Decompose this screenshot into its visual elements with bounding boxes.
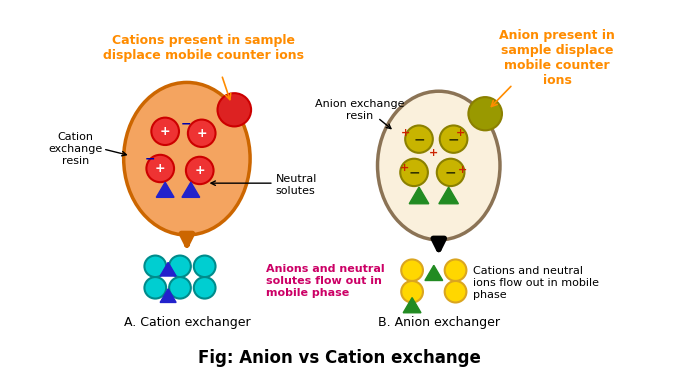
Circle shape <box>445 259 466 281</box>
Text: −: − <box>145 152 155 165</box>
Circle shape <box>405 125 433 153</box>
Polygon shape <box>182 182 200 197</box>
Text: Neutral
solutes: Neutral solutes <box>276 174 317 196</box>
Text: Cation
exchange
resin: Cation exchange resin <box>48 132 102 165</box>
Circle shape <box>218 93 251 126</box>
Polygon shape <box>403 298 421 313</box>
Circle shape <box>194 277 216 299</box>
Circle shape <box>151 118 179 145</box>
Polygon shape <box>425 265 443 280</box>
Text: Anions and neutral
solutes flow out in
mobile phase: Anions and neutral solutes flow out in m… <box>266 264 384 298</box>
Text: +: + <box>458 165 467 175</box>
Circle shape <box>437 159 464 186</box>
Circle shape <box>401 281 423 303</box>
Circle shape <box>144 256 166 277</box>
Text: +: + <box>155 162 165 175</box>
Circle shape <box>144 277 166 299</box>
Ellipse shape <box>123 82 250 235</box>
Text: −: − <box>445 165 456 179</box>
Circle shape <box>146 155 174 182</box>
Text: −: − <box>408 165 420 179</box>
Text: Cations and neutral
ions flow out in mobile
phase: Cations and neutral ions flow out in mob… <box>473 266 599 299</box>
Circle shape <box>400 159 428 186</box>
Text: −: − <box>413 132 425 146</box>
Circle shape <box>445 281 466 303</box>
Text: −: − <box>180 118 191 131</box>
Circle shape <box>169 277 191 299</box>
Text: Cations present in sample
displace mobile counter ions: Cations present in sample displace mobil… <box>103 34 304 62</box>
Text: Anion exchange
resin: Anion exchange resin <box>315 99 405 121</box>
Text: +: + <box>160 125 170 138</box>
Text: −: − <box>447 132 460 146</box>
Polygon shape <box>156 182 174 197</box>
Circle shape <box>188 120 216 147</box>
Polygon shape <box>160 289 176 303</box>
Polygon shape <box>439 187 458 204</box>
Text: +: + <box>195 164 205 177</box>
Ellipse shape <box>378 91 500 240</box>
Polygon shape <box>410 187 428 204</box>
Text: +: + <box>429 148 439 158</box>
Text: B. Anion exchanger: B. Anion exchanger <box>378 315 500 328</box>
Text: A. Cation exchanger: A. Cation exchanger <box>123 315 250 328</box>
Circle shape <box>468 97 502 130</box>
Text: +: + <box>456 128 465 138</box>
Circle shape <box>401 259 423 281</box>
Circle shape <box>186 157 214 184</box>
Circle shape <box>194 256 216 277</box>
Text: +: + <box>197 127 207 140</box>
Circle shape <box>169 256 191 277</box>
Circle shape <box>440 125 467 153</box>
Text: Fig: Anion vs Cation exchange: Fig: Anion vs Cation exchange <box>197 349 481 367</box>
Polygon shape <box>160 263 176 276</box>
Text: +: + <box>401 128 410 138</box>
Text: Anion present in
sample displace
mobile counter
ions: Anion present in sample displace mobile … <box>499 29 615 87</box>
Text: +: + <box>399 163 409 173</box>
